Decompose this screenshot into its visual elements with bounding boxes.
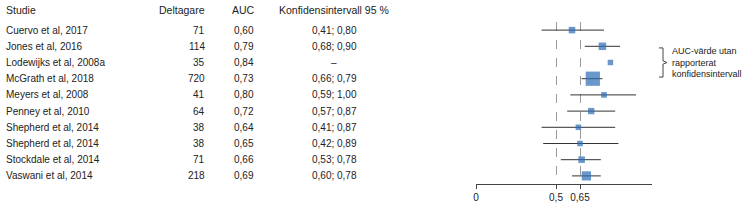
svg-text:AUC-värde utanrapporteratkonfi: AUC-värde utanrapporteratkonfidensinterv… [672,46,742,79]
svg-text:0,60: 0,60 [234,25,254,36]
svg-text:71: 71 [193,25,205,36]
svg-text:0,65: 0,65 [234,138,254,149]
svg-text:0,72: 0,72 [234,106,254,117]
svg-text:38: 38 [193,122,205,133]
svg-text:0,80: 0,80 [234,89,254,100]
svg-text:0: 0 [473,192,479,203]
svg-text:Stockdale et al, 2014: Stockdale et al, 2014 [6,154,100,165]
svg-text:0,41; 0,87: 0,41; 0,87 [312,122,357,133]
svg-text:Shepherd et al, 2014: Shepherd et al, 2014 [6,138,99,149]
svg-text:0,69: 0,69 [234,170,254,181]
svg-text:Vaswani et al, 2014: Vaswani et al, 2014 [6,170,93,181]
svg-text:41: 41 [193,89,205,100]
svg-text:0,53; 0,78: 0,53; 0,78 [312,154,357,165]
svg-text:38: 38 [193,138,205,149]
svg-text:0,79: 0,79 [234,41,254,52]
svg-text:Shepherd et al, 2014: Shepherd et al, 2014 [6,122,99,133]
svg-text:Meyers et al, 2008: Meyers et al, 2008 [6,89,89,100]
svg-text:35: 35 [193,57,205,68]
svg-text:Studie: Studie [6,4,36,16]
svg-text:0,65: 0,65 [570,192,590,203]
svg-text:114: 114 [189,41,205,52]
svg-text:218: 218 [188,170,205,181]
svg-text:0,41; 0,80: 0,41; 0,80 [312,25,357,36]
svg-text:0,60; 0,78: 0,60; 0,78 [312,170,357,181]
svg-text:0,42; 0,89: 0,42; 0,89 [312,138,357,149]
svg-text:Cuervo et al, 2017: Cuervo et al, 2017 [6,25,88,36]
svg-text:0,73: 0,73 [234,73,254,84]
svg-text:Jones et al, 2016: Jones et al, 2016 [6,41,83,52]
svg-text:0,66: 0,66 [234,154,254,165]
svg-text:0,68; 0,90: 0,68; 0,90 [312,41,357,52]
svg-text:McGrath et al, 2018: McGrath et al, 2018 [6,73,94,84]
svg-text:0,59; 1,00: 0,59; 1,00 [312,89,357,100]
svg-text:71: 71 [193,154,205,165]
svg-text:0,5: 0,5 [549,192,563,203]
svg-text:Konfidensintervall 95 %: Konfidensintervall 95 % [279,4,389,16]
svg-text:720: 720 [188,73,205,84]
svg-text:AUC: AUC [232,4,255,16]
svg-text:0,57; 0,87: 0,57; 0,87 [312,106,357,117]
svg-text:0,64: 0,64 [234,122,254,133]
svg-text:–: – [331,57,337,68]
svg-text:64: 64 [193,106,205,117]
svg-text:0,66; 0,79: 0,66; 0,79 [312,73,357,84]
svg-text:Deltagare: Deltagare [159,4,205,16]
svg-text:Lodewijks et al, 2008a: Lodewijks et al, 2008a [6,57,105,68]
svg-text:Penney et al, 2010: Penney et al, 2010 [6,106,90,117]
svg-text:0,84: 0,84 [234,57,254,68]
